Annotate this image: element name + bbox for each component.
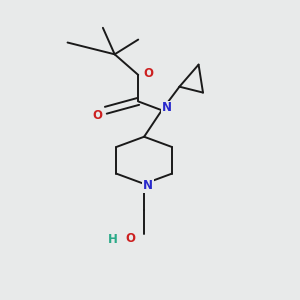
Text: N: N xyxy=(162,101,172,114)
Text: N: N xyxy=(143,179,153,192)
Text: H: H xyxy=(108,233,118,246)
Text: O: O xyxy=(92,109,102,122)
Text: O: O xyxy=(125,232,135,245)
Text: O: O xyxy=(143,67,154,80)
